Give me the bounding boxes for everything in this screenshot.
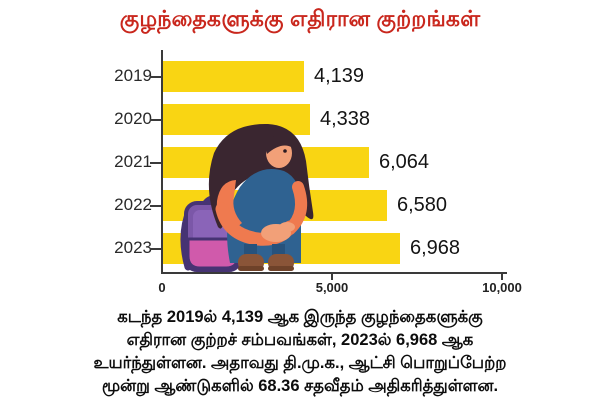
x-axis-tick (331, 274, 333, 280)
eye (283, 149, 287, 153)
y-axis-label-2019: 2019 (114, 65, 152, 85)
hair-fringe (265, 135, 293, 154)
value-label-2020: 4,338 (320, 107, 371, 130)
x-axis-label: 5,000 (315, 280, 349, 295)
backpack (180, 195, 242, 272)
y-axis-line (161, 50, 163, 272)
caption-text: கடந்த 2019ல் 4,139 ஆக இருந்த குழந்தைகளுக… (18, 306, 582, 398)
y-axis-tick (150, 75, 162, 78)
right-sole (268, 266, 294, 271)
x-axis-label: 10,000 (482, 280, 522, 295)
value-label-2022: 6,580 (397, 193, 448, 216)
page-title: குழந்தைகளுக்கு எதிரான குற்றங்கள் (119, 6, 481, 31)
y-axis-label-2023: 2023 (114, 237, 152, 257)
y-axis-tick (150, 247, 162, 250)
y-axis-tick (150, 204, 162, 207)
girl-with-backpack-illustration (180, 123, 314, 272)
x-axis-label: 0 (158, 280, 166, 295)
bar-2019 (163, 61, 304, 92)
y-axis-label-2020: 2020 (114, 108, 152, 128)
y-axis-tick (150, 118, 162, 121)
x-axis-tick (501, 274, 503, 280)
caption-line: கடந்த 2019ல் 4,139 ஆக இருந்த குழந்தைகளுக… (117, 308, 483, 326)
y-axis-label-2021: 2021 (114, 151, 152, 171)
value-label-2023: 6,968 (410, 236, 461, 259)
y-axis-label-2022: 2022 (114, 194, 152, 214)
caption-line: எதிரான குற்றச் சம்பவங்கள், 2023ல் 6,968 … (126, 331, 474, 349)
x-axis-line (161, 272, 507, 274)
caption-line: மூன்று ஆண்டுகளில் 68.36 சதவீதம் அதிகரித்… (101, 377, 499, 395)
value-label-2019: 4,139 (314, 64, 365, 87)
girl (208, 123, 314, 271)
fingers (279, 222, 295, 232)
caption-line: உயர்ந்துள்ளன. அதாவது தி.மு.க., ஆட்சி பொற… (93, 354, 507, 372)
value-label-2021: 6,064 (379, 150, 430, 173)
y-axis-tick (150, 161, 162, 164)
left-sole (238, 266, 264, 271)
